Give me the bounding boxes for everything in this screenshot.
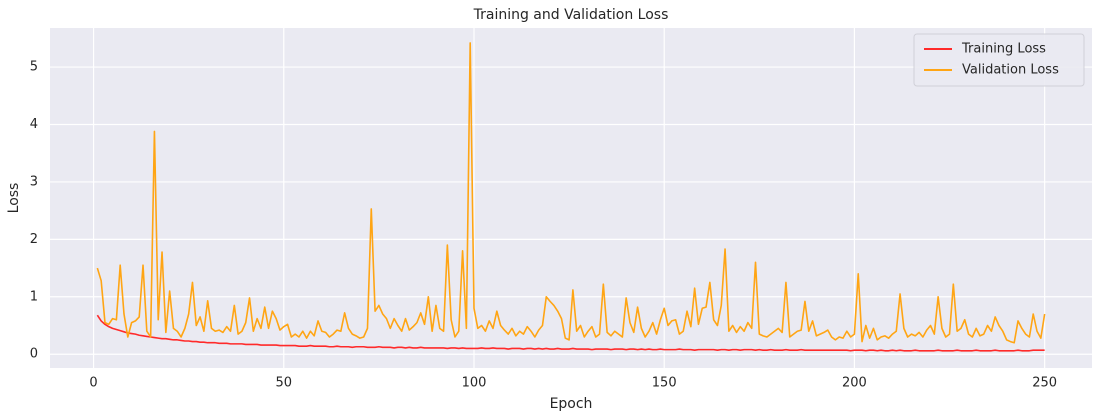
- x-tick-label: 100: [462, 376, 487, 391]
- legend-label: Training Loss: [961, 42, 1046, 57]
- y-tick-label: 2: [30, 232, 38, 247]
- x-tick-label: 200: [842, 376, 867, 391]
- series-line: [96, 314, 1045, 352]
- y-axis-label: Loss: [6, 183, 22, 214]
- x-tick-label: 0: [89, 376, 97, 391]
- grid: [50, 28, 1092, 368]
- y-tick-label: 4: [30, 117, 38, 132]
- y-tick-label: 3: [30, 174, 38, 189]
- x-tick-label: 50: [276, 376, 293, 391]
- legend-box: [913, 33, 1085, 87]
- x-tick-label: 150: [652, 376, 677, 391]
- y-tick-label: 5: [30, 60, 38, 75]
- legend: Training Loss Validation Loss: [913, 33, 1085, 87]
- chart-title: Training and Validation Loss: [473, 7, 669, 23]
- y-tick-label: 0: [30, 347, 38, 362]
- series-line: [96, 42, 1046, 344]
- x-axis-label: Epoch: [550, 396, 593, 412]
- lines: [96, 42, 1046, 352]
- legend-label: Validation Loss: [962, 63, 1059, 78]
- y-tick-label: 1: [30, 289, 38, 304]
- x-tick-label: 250: [1032, 376, 1057, 391]
